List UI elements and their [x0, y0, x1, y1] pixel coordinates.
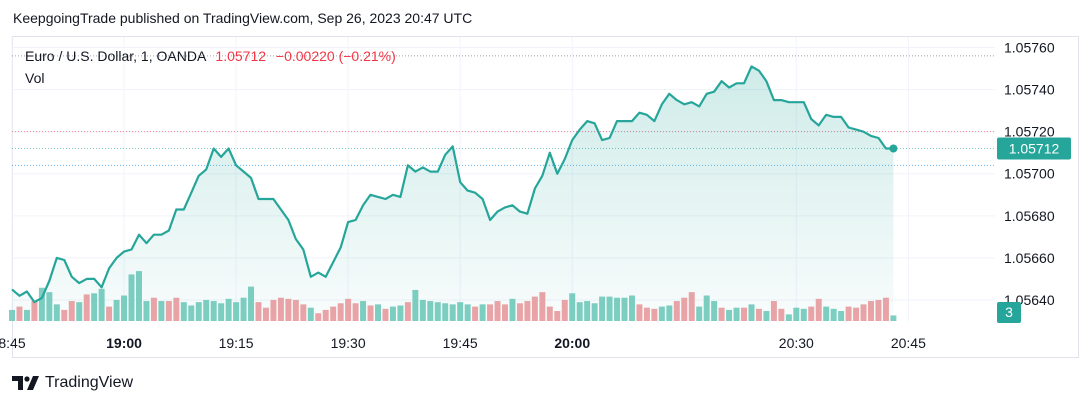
price-area: [12, 66, 894, 321]
price-line: [11, 65, 894, 304]
last-price-dot: [889, 144, 898, 153]
y-tick-label: 1.05700: [1004, 166, 1055, 182]
last-price-badge: [997, 137, 1071, 160]
chart-legend: Euro / U.S. Dollar, 1, OANDA 1.05712 −0.…: [25, 48, 396, 64]
x-tick-label: 20:00: [554, 335, 590, 351]
y-axis-labels: 1.05760 1.05740 1.05720 1.05700 1.05680 1.056…: [1004, 40, 1055, 308]
x-tick-label: 19:30: [331, 335, 366, 351]
symbol-label: Euro / U.S. Dollar, 1, OANDA: [25, 48, 206, 64]
tradingview-logo[interactable]: TradingView: [12, 374, 133, 392]
last-price-label: 1.05712: [215, 48, 267, 64]
y-tick-label: 1.05720: [1004, 124, 1055, 140]
y-tick-label: 1.05760: [1004, 40, 1055, 56]
x-tick-label: 19:00: [106, 335, 142, 351]
x-tick-label: 8:45: [0, 335, 26, 351]
volume-bar: [890, 315, 897, 321]
volume-label: Vol: [25, 70, 45, 86]
x-tick-label: 19:15: [219, 335, 254, 351]
last-price-badge-text: 1.05712: [1009, 140, 1060, 156]
y-tick-label: 1.05660: [1004, 250, 1055, 266]
brand-name: TradingView: [45, 374, 134, 391]
tradingview-logo-icon: [12, 376, 39, 390]
y-tick-label: 1.05680: [1004, 208, 1055, 224]
axis-badges: 1.05712 3: [997, 137, 1071, 323]
volume-badge: [997, 302, 1021, 323]
x-axis-labels: 8:45 19:00 19:15 19:30 19:45 20:00 20:30 20:45: [0, 335, 926, 351]
x-tick-label: 20:45: [891, 335, 926, 351]
publish-info: KeepgoingTrade published on TradingView.…: [13, 10, 473, 26]
x-tick-label: 19:45: [443, 335, 478, 351]
change-label: −0.00220 (−0.21%): [275, 48, 396, 64]
y-tick-label: 1.05740: [1004, 82, 1055, 98]
x-tick-label: 20:30: [779, 335, 814, 351]
volume-badge-text: 3: [1005, 304, 1013, 320]
